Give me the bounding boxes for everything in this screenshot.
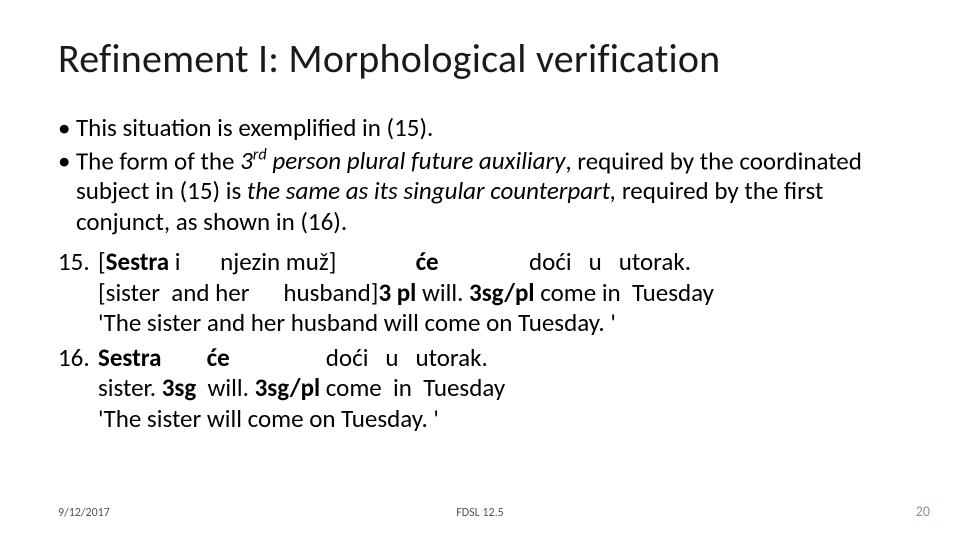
ex16-3sg: 3sg bbox=[162, 372, 197, 403]
spacer bbox=[58, 373, 98, 404]
ex16-3sgpl: 3sg/pl bbox=[255, 372, 321, 403]
bullet-marker: • bbox=[58, 113, 76, 144]
ex16-ce: će bbox=[207, 342, 230, 373]
spacer bbox=[58, 404, 98, 435]
bullet-2-text: The form of the 3rd person plural future… bbox=[76, 146, 902, 238]
example-16-translation: 'The sister will come on Tuesday. ' bbox=[58, 404, 902, 435]
bullet-1-text: This situation is exemplified in (15). bbox=[76, 113, 902, 144]
b2-pre: The form of the bbox=[76, 145, 240, 176]
spacer bbox=[58, 308, 98, 339]
example-15-gloss-line: [sister and her husband]3 pl will. 3sg/p… bbox=[58, 278, 902, 309]
ex16-source: Sestra će doći u utorak. bbox=[98, 343, 488, 374]
b2-ital1: person plural future auxiliary bbox=[267, 145, 566, 176]
slide: Refinement I: Morphological verification… bbox=[0, 0, 960, 540]
b2-ital-phrase1: 3rd person plural future auxiliary bbox=[240, 145, 565, 176]
example-16-gloss-line: sister. 3sg will. 3sg/pl come in Tuesday bbox=[58, 373, 902, 404]
ex15-sestra: Sestra bbox=[106, 246, 169, 277]
bullet-marker: • bbox=[58, 146, 76, 238]
ex15-translation: 'The sister and her husband will come on… bbox=[98, 308, 616, 339]
bullet-1: • This situation is exemplified in (15). bbox=[58, 113, 902, 144]
footer-page-number: 20 bbox=[916, 503, 930, 520]
ex16-sestra: Sestra bbox=[98, 342, 161, 373]
ex15-num: 15. bbox=[58, 247, 98, 278]
ex15-3sgpl: 3sg/pl bbox=[469, 277, 535, 308]
spacer bbox=[58, 278, 98, 309]
example-15-translation: 'The sister and her husband will come on… bbox=[58, 308, 902, 339]
b2-sup: rd bbox=[253, 146, 267, 165]
examples-block: 15. [Sestra i njezin muž] će doći u utor… bbox=[58, 247, 902, 434]
ex15-gloss-row: [sister and her husband]3 pl will. 3sg/p… bbox=[98, 278, 714, 309]
example-15: 15. [Sestra i njezin muž] će doći u utor… bbox=[58, 247, 902, 278]
ex16-num: 16. bbox=[58, 343, 98, 374]
ex15-3pl: 3 pl bbox=[378, 277, 416, 308]
b2-ital-phrase2: the same as its singular counterpart, bbox=[247, 175, 616, 206]
slide-title: Refinement I: Morphological verification bbox=[58, 34, 902, 83]
b2-sup-base: 3 bbox=[240, 145, 253, 176]
footer-center: FDSL 12.5 bbox=[0, 506, 960, 520]
bullet-2: • The form of the 3rd person plural futu… bbox=[58, 146, 902, 238]
example-16: 16. Sestra će doći u utorak. bbox=[58, 343, 902, 374]
ex15-ce: će bbox=[416, 246, 439, 277]
ex16-translation: 'The sister will come on Tuesday. ' bbox=[98, 404, 439, 435]
ex16-gloss-row: sister. 3sg will. 3sg/pl come in Tuesday bbox=[98, 373, 505, 404]
ex15-source: [Sestra i njezin muž] će doći u utorak. bbox=[98, 247, 691, 278]
body-text: • This situation is exemplified in (15).… bbox=[58, 113, 902, 237]
